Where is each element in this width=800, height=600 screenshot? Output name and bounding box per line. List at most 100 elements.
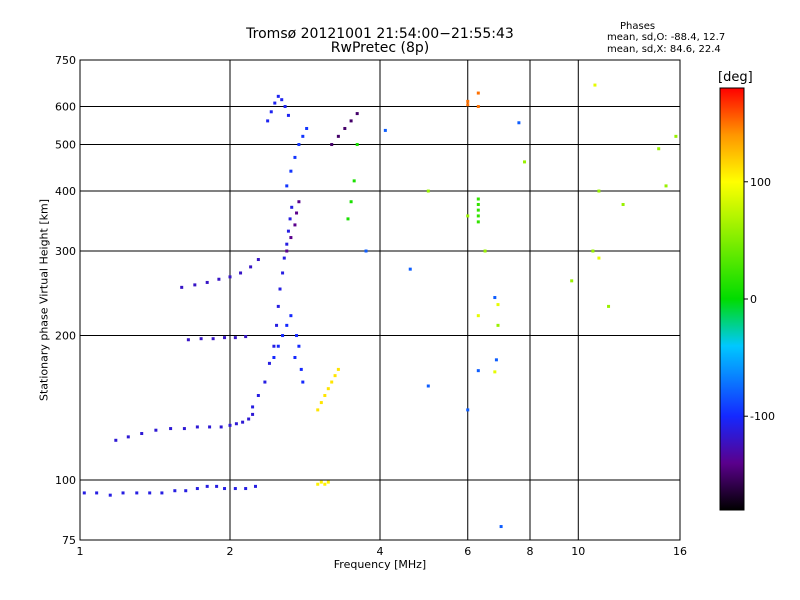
data-point	[219, 425, 223, 429]
data-point	[674, 134, 678, 138]
data-point	[326, 387, 330, 391]
data-point	[266, 119, 270, 123]
data-point	[476, 105, 480, 109]
data-point	[301, 380, 305, 384]
data-point	[570, 279, 574, 283]
data-point	[426, 189, 430, 193]
data-point	[476, 91, 480, 95]
data-point	[316, 408, 320, 412]
data-point	[82, 491, 86, 495]
data-point	[319, 480, 323, 484]
data-point	[523, 160, 527, 164]
data-point	[251, 412, 255, 416]
data-point	[140, 432, 144, 436]
data-point	[664, 184, 668, 188]
colorbar-tick-label: -100	[750, 410, 775, 423]
phase-stats-header: Phases	[620, 21, 656, 32]
data-point	[276, 94, 280, 98]
data-point	[493, 296, 497, 300]
data-point	[195, 487, 199, 491]
data-point	[476, 208, 480, 212]
data-point	[228, 423, 232, 427]
data-point	[199, 337, 203, 341]
data-point	[466, 103, 470, 107]
phase-stats-x: mean, sd,X: 84.6, 22.4	[607, 44, 721, 55]
data-point	[336, 134, 340, 138]
data-point	[295, 334, 299, 338]
data-point	[349, 200, 353, 204]
y-tick-label: 400	[55, 185, 76, 198]
data-point	[247, 417, 251, 421]
data-point	[607, 304, 611, 308]
x-tick-label: 16	[673, 545, 687, 558]
data-point	[496, 323, 500, 327]
colorbar-tick-label: 100	[750, 176, 771, 189]
data-point	[286, 229, 290, 233]
data-point	[476, 314, 480, 318]
data-point	[355, 112, 359, 116]
data-point	[496, 303, 500, 307]
data-point	[494, 358, 498, 362]
data-point	[126, 435, 130, 439]
data-point	[466, 99, 470, 103]
data-point	[272, 355, 276, 359]
data-point	[408, 267, 412, 271]
data-point	[476, 220, 480, 224]
data-point	[234, 422, 238, 426]
data-point	[244, 335, 248, 339]
data-point	[476, 202, 480, 206]
data-point	[597, 256, 601, 260]
data-point	[114, 438, 118, 442]
data-point	[108, 493, 112, 497]
data-point	[285, 323, 289, 327]
data-point	[493, 370, 497, 374]
data-point	[208, 425, 212, 429]
data-point	[272, 344, 276, 348]
data-point	[289, 314, 293, 318]
colorbar	[719, 87, 745, 511]
data-point	[297, 200, 301, 204]
data-point	[169, 427, 173, 431]
colorbar-tick-label: 0	[750, 293, 757, 306]
data-point	[293, 223, 297, 227]
data-point	[173, 489, 177, 493]
data-point	[316, 482, 320, 486]
data-point	[249, 265, 253, 269]
data-point	[466, 214, 470, 218]
data-point	[426, 384, 430, 388]
data-point	[305, 126, 309, 130]
data-point	[286, 113, 290, 117]
data-point	[256, 394, 260, 398]
data-point	[476, 214, 480, 218]
data-point	[299, 367, 303, 371]
data-point	[293, 355, 297, 359]
data-point	[323, 482, 327, 486]
y-tick-label: 300	[55, 245, 76, 258]
x-tick-label: 10	[571, 545, 585, 558]
data-point	[288, 217, 292, 221]
data-point	[193, 283, 197, 287]
data-point	[517, 121, 521, 125]
x-tick-label: 2	[227, 545, 234, 558]
data-point	[278, 287, 282, 291]
data-point	[205, 280, 209, 284]
data-point	[621, 202, 625, 206]
data-point	[330, 380, 334, 384]
data-point	[483, 249, 487, 253]
data-point	[591, 249, 595, 253]
data-point	[275, 323, 279, 327]
data-point	[276, 344, 280, 348]
x-tick-label: 6	[464, 545, 471, 558]
data-point	[285, 184, 289, 188]
data-point	[276, 304, 280, 308]
data-point	[154, 428, 158, 432]
data-point	[182, 427, 186, 431]
data-point	[333, 374, 337, 378]
data-point	[233, 487, 237, 491]
data-point	[263, 380, 267, 384]
data-point	[499, 525, 503, 529]
data-point	[215, 484, 219, 488]
data-point	[95, 491, 99, 495]
